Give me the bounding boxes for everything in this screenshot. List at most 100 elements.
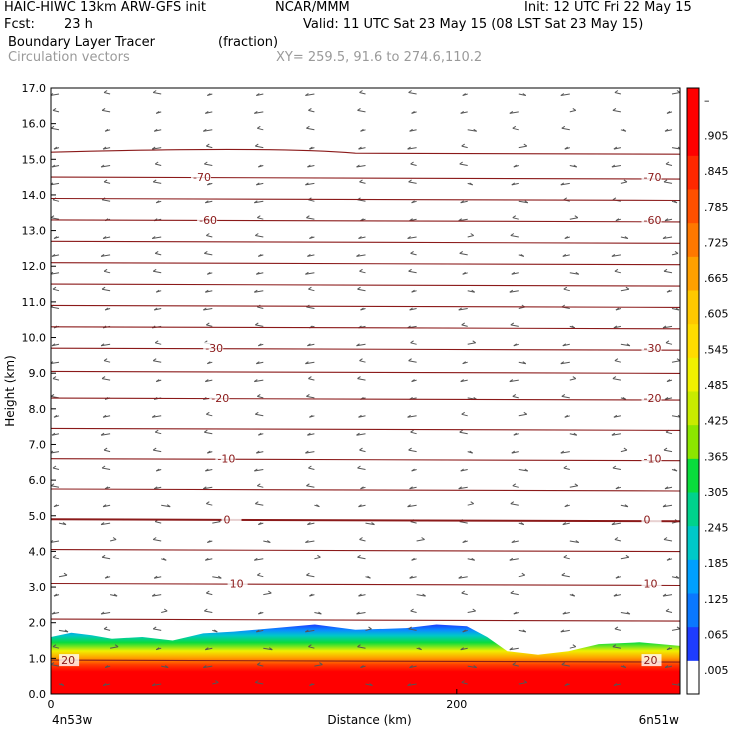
y-tick-label: 9.0 <box>29 367 47 380</box>
model-title: HAIC-HIWC 13km ARW-GFS init <box>4 0 206 15</box>
circulation-vector-head <box>408 268 412 272</box>
circulation-vector <box>407 236 417 239</box>
circulation-vector <box>206 145 213 149</box>
circulation-vector <box>620 449 628 453</box>
colorbar-swatch <box>687 323 699 358</box>
circulation-vector <box>155 252 162 256</box>
circulation-vector-head <box>564 683 569 686</box>
circulation-vector-head <box>357 107 361 111</box>
circulation-vector-head <box>665 161 670 165</box>
circulation-vector-head <box>114 644 119 648</box>
circulation-vector-head <box>509 379 514 383</box>
circulation-vector-head <box>101 286 106 290</box>
circulation-vector-head <box>254 379 258 383</box>
circulation-vector <box>461 413 468 417</box>
circulation-vector <box>257 574 264 578</box>
circulation-vector-head <box>458 307 462 311</box>
circulation-vector <box>152 147 162 150</box>
isotherm-label-bg <box>227 577 248 590</box>
circulation-vector-head <box>204 250 208 254</box>
circulation-vector-head <box>316 504 320 508</box>
circulation-vector <box>407 415 417 418</box>
circulation-vector-head <box>356 343 360 347</box>
circulation-vector <box>357 556 366 560</box>
circulation-vector-head <box>254 110 258 114</box>
circulation-vector <box>357 467 366 470</box>
circulation-vector-head <box>357 286 361 290</box>
y-tick-label: 1.0 <box>29 652 47 665</box>
circulation-vector-head <box>615 307 620 311</box>
circulation-vector <box>410 163 417 166</box>
circulation-vector-head <box>409 307 413 311</box>
circulation-vector <box>308 467 315 470</box>
circulation-vector-head <box>369 683 373 686</box>
isotherm-label: 10 <box>644 578 658 591</box>
circulation-vector-head <box>612 465 617 469</box>
circulation-vector-head <box>459 250 463 254</box>
isotherm-line <box>51 549 680 553</box>
circulation-vector <box>512 485 519 488</box>
circulation-vector <box>620 612 630 615</box>
circulation-vector-head <box>408 90 412 93</box>
circulation-vector-head <box>511 450 516 454</box>
isotherm-line <box>51 283 680 287</box>
circulation-vector <box>561 664 570 667</box>
circulation-vector <box>52 109 60 113</box>
circulation-vector-head <box>100 164 105 168</box>
circulation-vector-head <box>307 253 311 257</box>
circulation-vector <box>257 485 264 488</box>
org-label: NCAR/MMM <box>275 0 350 15</box>
circulation-vector <box>257 217 264 220</box>
colorbar-swatch <box>687 222 699 257</box>
circulation-vector <box>512 127 519 131</box>
circulation-vector-head <box>62 522 67 526</box>
circulation-vector-head <box>512 393 517 397</box>
circulation-vector-head <box>319 662 323 666</box>
circulation-vector <box>356 165 366 168</box>
circulation-vector-head <box>258 432 262 436</box>
circulation-vector-head <box>572 644 577 648</box>
circulation-vector-head <box>662 236 667 239</box>
circulation-vector <box>569 109 576 113</box>
circulation-vector-head <box>255 501 259 505</box>
circulation-vector-head <box>561 125 566 129</box>
circulation-vector-head <box>307 164 311 168</box>
circulation-vector-head <box>53 593 58 597</box>
circulation-vector-head <box>255 143 259 147</box>
circulation-vector <box>152 236 162 239</box>
isotherm-label: 0 <box>644 513 651 526</box>
circulation-vector-head <box>560 450 565 454</box>
circulation-vector-head <box>305 540 309 543</box>
circulation-vector <box>155 431 162 435</box>
colorbar-label: .665 <box>704 272 729 285</box>
circulation-vector <box>101 254 111 257</box>
circulation-vector-head <box>615 218 620 222</box>
circulation-vector <box>563 467 570 470</box>
circulation-vector-head <box>102 504 107 508</box>
circulation-vector-head <box>207 450 211 454</box>
circulation-vector-head <box>461 143 465 147</box>
circulation-vector-head <box>205 110 209 114</box>
circulation-vector-head <box>614 268 619 272</box>
circulation-vector <box>255 503 264 506</box>
circulation-vector-head <box>306 215 310 219</box>
circulation-vector <box>103 628 111 631</box>
isotherm-label-bg <box>59 654 80 667</box>
circulation-vector-head <box>673 468 678 472</box>
circulation-vector <box>620 288 629 292</box>
circulation-vector-head <box>509 110 514 114</box>
circulation-vector <box>518 574 525 578</box>
circulation-vector-head <box>257 125 261 129</box>
circulation-vector-head <box>51 432 56 436</box>
circulation-vector <box>204 610 213 613</box>
circulation-vector-head <box>408 179 412 183</box>
circulation-vector <box>254 469 264 472</box>
circulation-vector <box>510 592 519 596</box>
circulation-vector <box>254 111 264 114</box>
circulation-vector <box>357 109 366 113</box>
circulation-vector-head <box>510 233 515 236</box>
circulation-vector <box>569 272 579 275</box>
circulation-vector-head <box>561 393 566 397</box>
circulation-vector-head <box>409 486 413 490</box>
circulation-vector-head <box>564 146 569 150</box>
